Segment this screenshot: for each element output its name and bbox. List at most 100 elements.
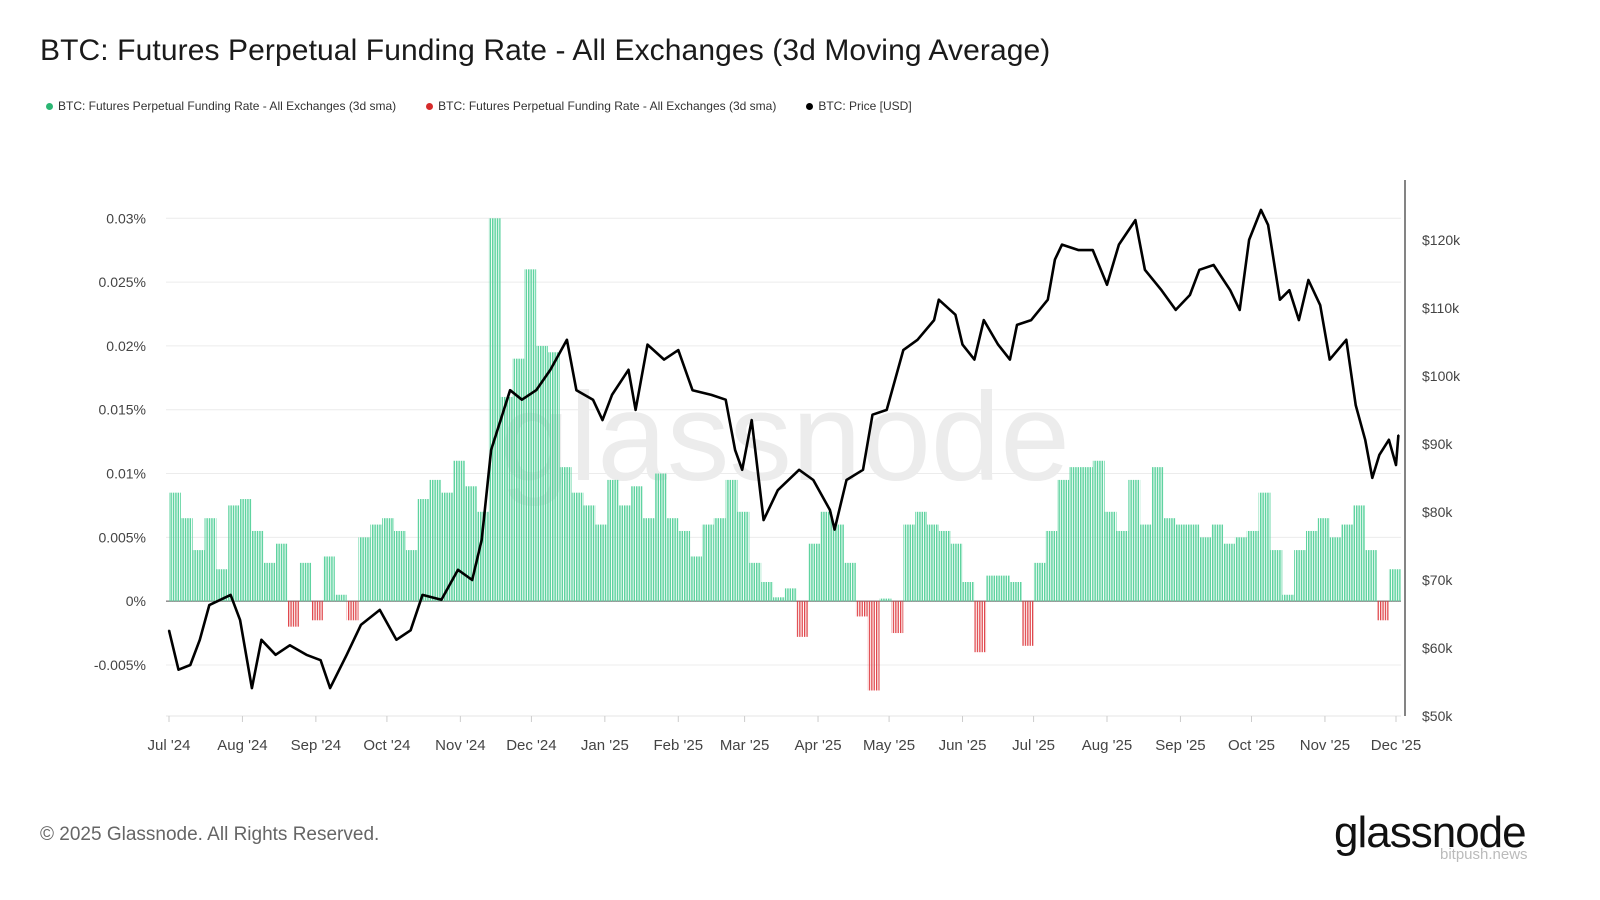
price-point bbox=[954, 313, 957, 316]
legend-label: BTC: Price [USD] bbox=[818, 99, 912, 113]
price-point bbox=[871, 413, 874, 416]
x-tick-label: Dec '24 bbox=[506, 737, 556, 754]
price-point bbox=[1288, 289, 1291, 291]
price-point bbox=[734, 449, 736, 451]
price-point bbox=[198, 639, 201, 641]
y-left-tick-label: 0.02% bbox=[106, 338, 146, 354]
price-point bbox=[710, 394, 713, 396]
funding-bar-positive bbox=[204, 518, 217, 602]
funding-bar-positive bbox=[986, 575, 999, 602]
price-point bbox=[1238, 309, 1241, 311]
price-point bbox=[499, 419, 502, 421]
price-point bbox=[592, 398, 594, 401]
funding-bar-positive bbox=[1294, 550, 1306, 602]
x-tick-label: Oct '25 bbox=[1228, 737, 1275, 754]
funding-bar-positive bbox=[666, 518, 679, 602]
axes: -0.005% 0% 0.005% 0.01% 0.015% 0.02% 0.025% 0.0… bbox=[94, 180, 1461, 754]
price-point bbox=[1328, 358, 1331, 361]
price-point bbox=[627, 368, 630, 371]
x-tick-label: May '25 bbox=[863, 737, 915, 754]
x-tick-label: Sep '24 bbox=[291, 737, 341, 754]
price-point bbox=[691, 389, 694, 391]
price-point bbox=[1364, 439, 1367, 441]
funding-bar-positive bbox=[701, 524, 714, 602]
funding-bar-positive bbox=[1388, 569, 1401, 602]
price-point bbox=[1030, 319, 1033, 321]
price-point bbox=[379, 609, 381, 611]
x-tick-label: Nov '24 bbox=[435, 737, 485, 754]
watermark: glassnode bbox=[500, 368, 1070, 507]
price-point bbox=[1229, 289, 1231, 291]
copyright-footer: © 2025 Glassnode. All Rights Reserved. bbox=[40, 824, 380, 845]
funding-bar-positive bbox=[654, 473, 667, 602]
legend-item-funding-positive[interactable]: BTC: Futures Perpetual Funding Rate - Al… bbox=[46, 99, 396, 113]
price-point bbox=[521, 398, 523, 401]
funding-bar-positive bbox=[1317, 518, 1330, 602]
price-point bbox=[1118, 243, 1120, 246]
price-point bbox=[973, 358, 976, 361]
legend-item-price[interactable]: BTC: Price [USD] bbox=[806, 99, 912, 113]
x-tick-label: Sep '25 bbox=[1155, 737, 1205, 754]
x-tick-label: Dec '25 bbox=[1371, 737, 1421, 754]
funding-bar-positive bbox=[1305, 530, 1318, 602]
funding-bar-positive bbox=[938, 530, 951, 602]
y-left-tick-label: 0.01% bbox=[106, 466, 146, 482]
price-point bbox=[812, 479, 815, 481]
price-point bbox=[646, 343, 649, 346]
funding-bar-positive bbox=[1140, 524, 1153, 602]
funding-bar-positive bbox=[251, 530, 264, 602]
price-point bbox=[1174, 309, 1177, 311]
funding-bar-positive bbox=[240, 499, 252, 602]
funding-bar-positive bbox=[1270, 550, 1283, 602]
funding-bar-positive bbox=[903, 524, 916, 602]
funding-bar-positive bbox=[559, 467, 572, 602]
price-point bbox=[1106, 283, 1108, 286]
price-point bbox=[1061, 243, 1063, 246]
funding-bar-positive bbox=[690, 556, 702, 602]
funding-bar-positive bbox=[1104, 511, 1117, 602]
price-point bbox=[1212, 264, 1215, 266]
legend-item-funding-negative[interactable]: BTC: Futures Perpetual Funding Rate - Al… bbox=[426, 99, 776, 113]
funding-bar-positive bbox=[322, 556, 335, 602]
funding-bar-positive bbox=[216, 569, 229, 602]
price-point bbox=[1307, 279, 1310, 281]
price-point bbox=[251, 687, 253, 689]
price-point bbox=[189, 664, 192, 666]
legend-dot-red bbox=[426, 102, 434, 110]
funding-bar-positive bbox=[1234, 537, 1247, 602]
price-point bbox=[289, 644, 291, 647]
price-point bbox=[168, 629, 170, 632]
funding-bar-positive bbox=[1329, 537, 1342, 602]
funding-bar-positive bbox=[1187, 524, 1200, 602]
x-tick-label: Oct '24 bbox=[363, 737, 410, 754]
funding-bar-positive bbox=[571, 492, 584, 602]
price-point bbox=[750, 419, 753, 421]
chart-title: BTC: Futures Perpetual Funding Rate - Al… bbox=[40, 34, 1051, 67]
funding-bar-positive bbox=[476, 511, 489, 602]
funding-bar-positive bbox=[595, 524, 608, 602]
x-tick-label: Jul '25 bbox=[1012, 737, 1055, 754]
price-point bbox=[845, 479, 848, 481]
y-right-tick-label: $50k bbox=[1422, 708, 1453, 724]
price-point bbox=[1319, 304, 1322, 306]
price-point bbox=[634, 409, 637, 411]
funding-bar-positive bbox=[1246, 530, 1259, 602]
funding-bar-positive bbox=[630, 486, 643, 602]
funding-bar-positive bbox=[832, 524, 845, 602]
price-point bbox=[862, 468, 864, 471]
funding-bar-positive bbox=[784, 588, 797, 602]
price-point bbox=[1046, 298, 1049, 301]
funding-bar-positive bbox=[228, 505, 241, 602]
x-tick-label: Mar '25 bbox=[720, 737, 770, 754]
funding-bar-positive bbox=[1045, 530, 1058, 602]
funding-bar-positive bbox=[1365, 550, 1378, 602]
price-point bbox=[345, 653, 348, 656]
funding-bar-positive bbox=[275, 543, 288, 602]
funding-bar-positive bbox=[619, 505, 631, 602]
x-tick-label: Nov '25 bbox=[1300, 737, 1350, 754]
funding-bar-positive bbox=[1258, 492, 1271, 602]
funding-bar-positive bbox=[820, 511, 833, 602]
funding-bar-positive bbox=[382, 518, 395, 602]
price-point bbox=[601, 419, 604, 421]
